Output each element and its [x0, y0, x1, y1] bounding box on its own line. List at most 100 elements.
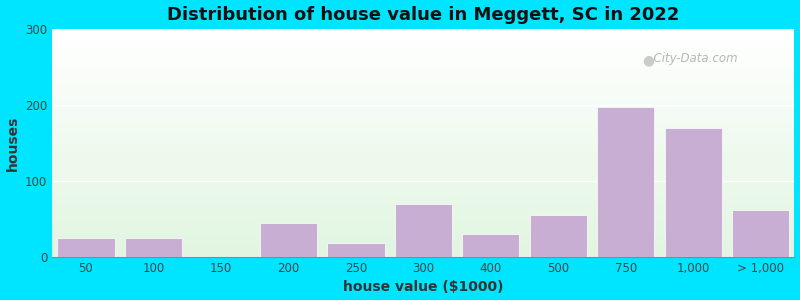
Bar	[52, 76, 794, 77]
Bar	[52, 140, 794, 141]
Bar	[52, 207, 794, 208]
Text: ●: ●	[642, 53, 654, 67]
Bar	[52, 38, 794, 40]
Bar	[52, 73, 794, 74]
Bar	[732, 210, 790, 257]
Bar	[52, 142, 794, 143]
Bar	[52, 90, 794, 91]
Bar	[52, 77, 794, 78]
Y-axis label: houses: houses	[6, 116, 19, 171]
Bar	[52, 194, 794, 196]
Bar	[52, 226, 794, 227]
Bar	[52, 67, 794, 68]
Bar	[52, 159, 794, 160]
Bar	[52, 219, 794, 220]
Bar	[52, 180, 794, 181]
Bar	[52, 233, 794, 234]
Bar	[52, 33, 794, 34]
Bar	[52, 158, 794, 159]
Bar	[52, 240, 794, 241]
Bar	[52, 192, 794, 193]
Bar	[125, 238, 182, 257]
Bar	[52, 54, 794, 56]
Bar	[52, 117, 794, 118]
Bar	[52, 88, 794, 90]
Bar	[52, 102, 794, 103]
Bar	[665, 128, 722, 257]
Bar	[52, 173, 794, 174]
Bar	[52, 149, 794, 150]
Bar	[52, 106, 794, 107]
Bar	[52, 191, 794, 192]
Bar	[52, 103, 794, 104]
Bar	[52, 93, 794, 94]
Bar	[52, 220, 794, 222]
Bar	[52, 183, 794, 184]
Bar	[52, 95, 794, 97]
Bar	[52, 247, 794, 248]
Bar	[52, 215, 794, 216]
Bar	[52, 212, 794, 213]
Bar	[52, 125, 794, 126]
Bar	[52, 84, 794, 85]
Bar	[52, 189, 794, 190]
Bar	[52, 231, 794, 232]
Bar	[52, 124, 794, 125]
Bar	[52, 40, 794, 41]
Bar	[52, 241, 794, 242]
Bar	[52, 116, 794, 117]
Bar	[52, 59, 794, 60]
Bar	[52, 99, 794, 100]
Bar	[52, 37, 794, 38]
Bar	[52, 170, 794, 172]
Bar	[52, 111, 794, 112]
Bar	[52, 68, 794, 69]
Bar	[52, 45, 794, 46]
Bar	[52, 135, 794, 136]
Bar	[462, 234, 519, 257]
Bar	[52, 165, 794, 166]
Bar	[52, 150, 794, 151]
Bar	[52, 122, 794, 123]
Bar	[52, 56, 794, 57]
Bar	[52, 246, 794, 247]
Bar	[52, 130, 794, 132]
Bar	[52, 205, 794, 206]
Bar	[52, 43, 794, 44]
Bar	[52, 196, 794, 197]
Bar	[52, 146, 794, 147]
Bar	[52, 53, 794, 54]
Bar	[52, 118, 794, 119]
Bar	[52, 78, 794, 80]
Bar	[52, 36, 794, 37]
Bar	[52, 139, 794, 140]
Bar	[52, 234, 794, 236]
Bar	[52, 108, 794, 109]
Bar	[52, 248, 794, 249]
Bar	[52, 151, 794, 152]
Bar	[394, 204, 452, 257]
Bar	[52, 169, 794, 170]
Bar	[52, 160, 794, 161]
Bar	[52, 62, 794, 63]
Bar	[52, 94, 794, 95]
Title: Distribution of house value in Meggett, SC in 2022: Distribution of house value in Meggett, …	[167, 6, 679, 24]
Bar	[52, 112, 794, 113]
Bar	[52, 185, 794, 186]
Bar	[52, 60, 794, 61]
Bar	[52, 176, 794, 177]
Bar	[52, 164, 794, 165]
Bar	[52, 98, 794, 99]
Bar	[52, 244, 794, 246]
Bar	[52, 154, 794, 156]
Bar	[52, 51, 794, 52]
Bar	[52, 133, 794, 134]
Bar	[52, 178, 794, 180]
Bar	[52, 163, 794, 164]
Bar	[52, 69, 794, 70]
Bar	[52, 85, 794, 86]
Bar	[52, 182, 794, 183]
Bar	[52, 199, 794, 200]
Bar	[52, 42, 794, 43]
Bar	[52, 206, 794, 207]
